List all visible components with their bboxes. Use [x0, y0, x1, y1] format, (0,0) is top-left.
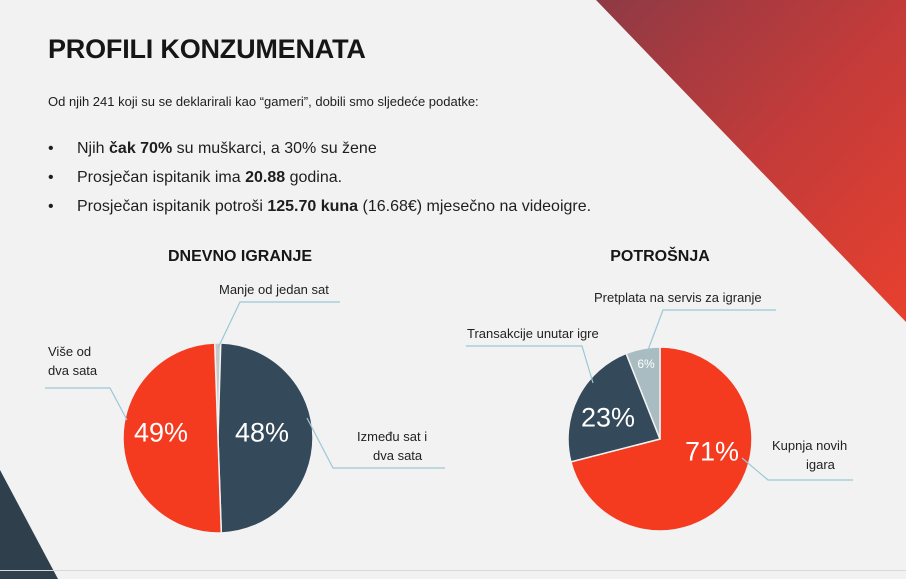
- pie-slice-vise: [122, 342, 223, 534]
- slice-label-izmedu-1: Između sat i: [357, 429, 427, 444]
- bullet-icon: •: [48, 140, 54, 157]
- intro-text: Od njih 241 koji su se deklarirali kao “…: [48, 94, 479, 109]
- fact-gender: • Njih čak 70% su muškarci, a 30% su žene: [48, 134, 591, 163]
- slice-label-kupnja-2: igara: [806, 457, 836, 472]
- slice-label-pretplata: Pretplata na servis za igranje: [594, 290, 762, 305]
- red-corner-shape: [596, 0, 906, 322]
- slice-value-pretplata: 6%: [637, 357, 655, 371]
- pie-chart-dnevno: [122, 342, 314, 534]
- facts-list: • Njih čak 70% su muškarci, a 30% su žene…: [48, 134, 591, 221]
- pie-slice-transakcije: [567, 352, 662, 463]
- page-title: PROFILI KONZUMENATA: [48, 34, 366, 64]
- leader-line-transakcije: [466, 345, 594, 384]
- pie-slice-pretplata: [625, 346, 661, 440]
- slice-value-vise: 49%: [134, 417, 188, 447]
- pie-chart-potrosnja: [567, 346, 753, 532]
- slice-value-kupnja: 71%: [685, 436, 739, 466]
- chart-title-dnevno: DNEVNO IGRANJE: [167, 248, 313, 265]
- fact-age: • Prosječan ispitanik ima 20.88 godina.: [48, 163, 591, 192]
- slice-label-izmedu-2: dva sata: [373, 448, 423, 463]
- slice-values: 48% 49% 71% 23% 6%: [134, 357, 739, 466]
- leader-line-pretplata: [647, 309, 776, 351]
- footer-divider: [0, 570, 906, 571]
- pie-slice-kupnja: [569, 346, 753, 532]
- slice-value-izmedu: 48%: [235, 417, 289, 447]
- fact-spending: • Prosječan ispitanik potroši 125.70 kuna…: [48, 192, 591, 221]
- slice-label-vise-2: dva sata: [48, 363, 98, 378]
- leader-line-manje: [217, 301, 340, 349]
- slice-value-transakcije: 23%: [581, 402, 635, 432]
- leader-line-kupnja: [741, 457, 853, 481]
- chart-title-potrosnja: POTROŠNJA: [610, 248, 710, 265]
- pie-slice-izmedu: [217, 342, 314, 534]
- slice-label-transakcije: Transakcije unutar igre: [467, 326, 599, 341]
- slice-label-manje: Manje od jedan sat: [219, 282, 329, 297]
- leader-line-izmedu: [306, 417, 445, 469]
- slice-label-kupnja-1: Kupnja novih: [772, 438, 847, 453]
- leader-line-vise: [45, 387, 128, 421]
- slice-label-vise-1: Više od: [48, 344, 91, 359]
- bullet-icon: •: [48, 198, 54, 215]
- chart-annotations: Manje od jedan sat Između sat i dva sata…: [45, 282, 853, 481]
- bullet-icon: •: [48, 169, 54, 186]
- dark-corner-shape: [0, 470, 58, 579]
